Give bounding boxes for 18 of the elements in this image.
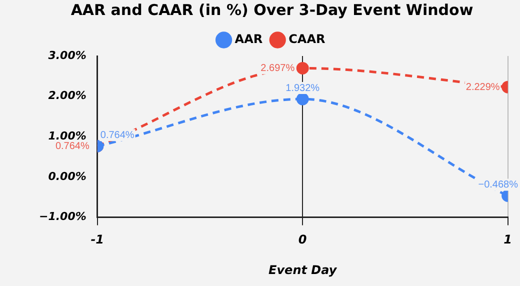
data-label: 0.764%	[55, 140, 90, 152]
y-tick-label: −1.00%	[38, 210, 86, 224]
data-label: 0.764%	[100, 130, 134, 141]
x-axis-title: Event Day	[268, 262, 338, 277]
x-tick-label: -1	[90, 232, 104, 247]
y-tick-label: 3.00%	[48, 48, 86, 62]
y-tick-label: 2.00%	[48, 89, 86, 102]
x-tick-label: 1	[504, 232, 512, 247]
y-tick-label: 0.00%	[48, 170, 86, 183]
data-label: 2.697%	[260, 62, 295, 74]
data-label: −0.468%	[478, 180, 518, 191]
y-tick-label: 1.00%	[48, 129, 86, 142]
legend-label: AAR	[234, 32, 263, 46]
x-tick-label: 0	[298, 232, 307, 247]
chart-title: AAR and CAAR (in %) Over 3-Day Event Window	[70, 0, 474, 19]
data-label: 2.229%	[466, 82, 500, 93]
data-label: 1.932%	[286, 82, 320, 94]
legend-label: CAAR	[288, 32, 326, 46]
